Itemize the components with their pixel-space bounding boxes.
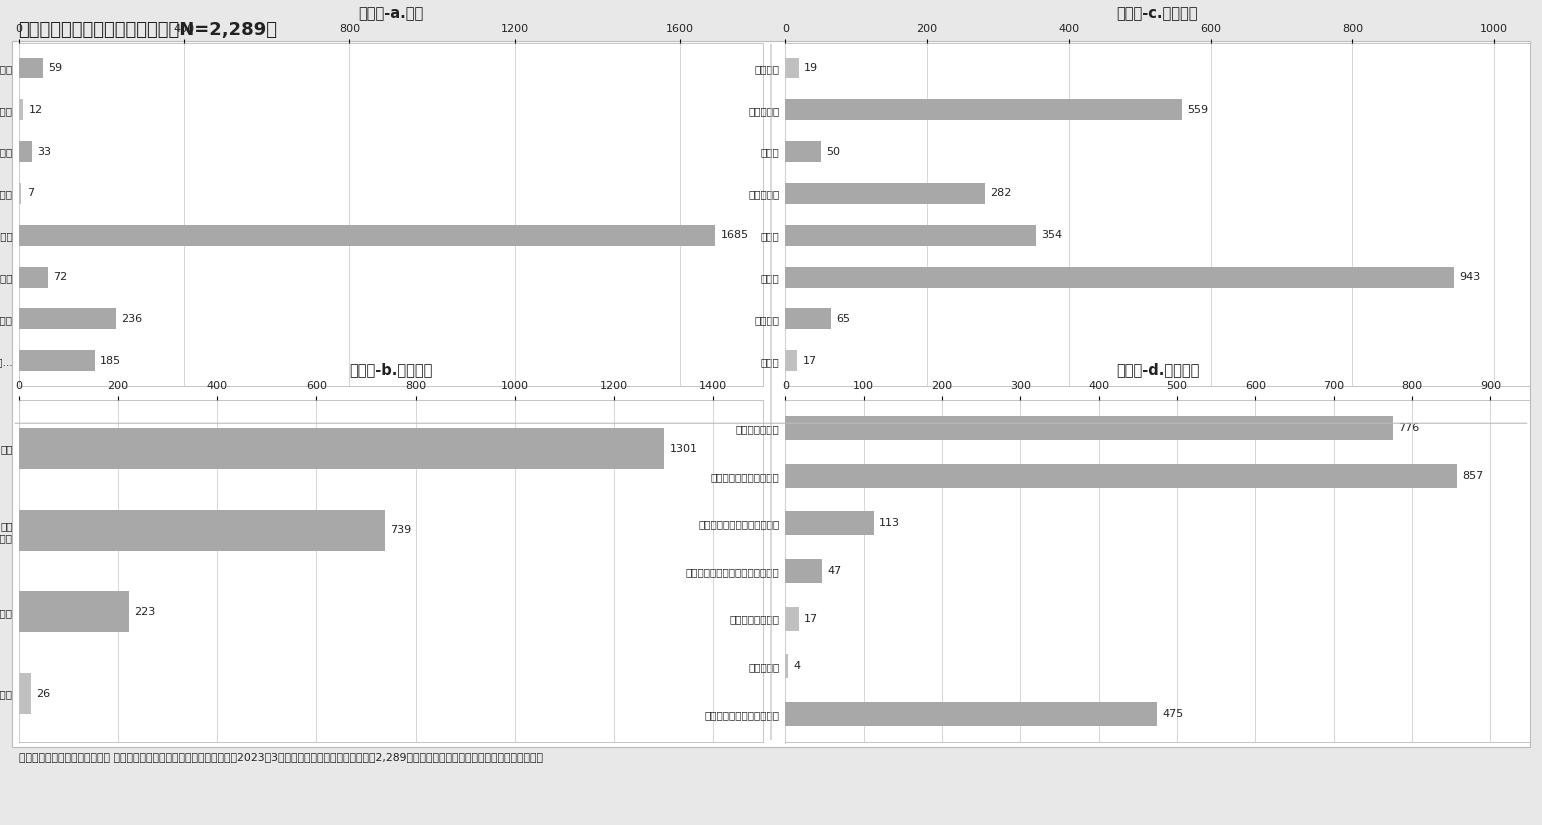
Text: 19: 19	[803, 63, 819, 73]
Bar	[785, 183, 985, 204]
Text: 17: 17	[803, 614, 817, 624]
Bar	[785, 141, 820, 162]
Bar	[19, 99, 23, 120]
Bar	[19, 592, 130, 632]
Text: 出所：株）ニッセイ基礎研究所 「被用者の働き方と健康に関する調査」の2023年3月調査結果を基に、就労中の女性2,289人に絞り、基本属性を筆者が整理し作成した: 出所：株）ニッセイ基礎研究所 「被用者の働き方と健康に関する調査」の2023年3…	[19, 752, 543, 762]
Text: 943: 943	[1459, 272, 1480, 282]
Text: 857: 857	[1462, 471, 1483, 481]
Text: 1685: 1685	[720, 230, 749, 240]
Bar	[785, 225, 1036, 246]
Text: 図表１．分析対象者の基本属性（N=2,289）: 図表１．分析対象者の基本属性（N=2,289）	[19, 21, 278, 39]
Text: 475: 475	[1163, 709, 1184, 719]
Bar	[785, 58, 799, 78]
Text: 1301: 1301	[669, 444, 697, 454]
Text: 47: 47	[828, 566, 842, 576]
Title: 図表１-a.職業: 図表１-a.職業	[358, 6, 424, 21]
Bar	[19, 183, 22, 204]
Text: 33: 33	[37, 147, 51, 157]
Bar	[19, 266, 48, 288]
Text: 185: 185	[100, 356, 122, 365]
Bar	[19, 141, 32, 162]
Bar	[785, 512, 874, 535]
Text: 354: 354	[1041, 230, 1062, 240]
Bar	[785, 464, 1457, 488]
Text: 26: 26	[37, 689, 51, 699]
Text: 559: 559	[1187, 105, 1207, 115]
Text: 223: 223	[134, 607, 156, 617]
Text: 72: 72	[54, 272, 68, 282]
Bar	[19, 225, 715, 246]
Bar	[785, 654, 788, 678]
Text: 65: 65	[837, 314, 851, 324]
Title: 図表１-d.個人年収: 図表１-d.個人年収	[1116, 362, 1200, 378]
Text: 17: 17	[802, 356, 817, 365]
Bar	[19, 428, 665, 469]
Bar	[19, 351, 96, 371]
Bar	[785, 559, 822, 583]
Text: 12: 12	[29, 105, 43, 115]
Text: 739: 739	[390, 526, 412, 535]
Bar	[19, 510, 386, 550]
Bar	[19, 58, 43, 78]
Text: 282: 282	[990, 188, 1012, 199]
Text: 236: 236	[122, 314, 142, 324]
Text: 50: 50	[827, 147, 840, 157]
Bar	[785, 99, 1181, 120]
Title: 図表１-b.婚姻状況: 図表１-b.婚姻状況	[348, 362, 432, 378]
Text: 4: 4	[794, 662, 800, 672]
Bar	[19, 673, 31, 714]
Bar	[785, 417, 1394, 440]
Text: 776: 776	[1399, 423, 1420, 433]
Text: 113: 113	[879, 518, 901, 528]
Bar	[19, 309, 116, 329]
Bar	[785, 702, 1158, 726]
Bar	[785, 266, 1454, 288]
Bar	[785, 606, 799, 630]
Text: 7: 7	[26, 188, 34, 199]
Title: 図表１-c.最終学歴: 図表１-c.最終学歴	[1116, 6, 1198, 21]
Bar	[785, 351, 797, 371]
Text: 59: 59	[48, 63, 62, 73]
Bar	[785, 309, 831, 329]
